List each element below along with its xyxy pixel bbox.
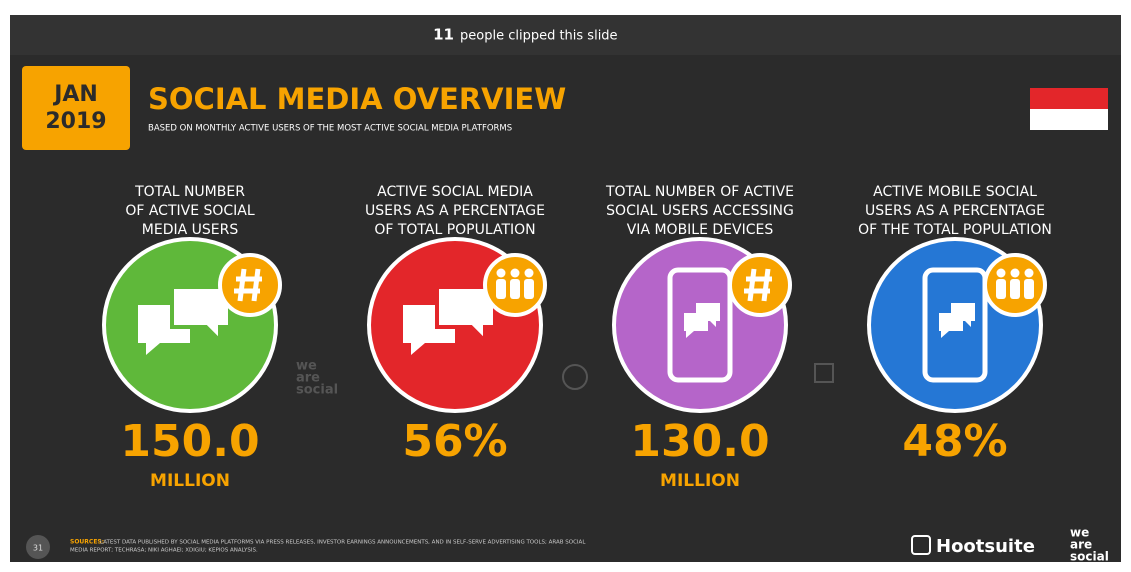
badge bbox=[728, 253, 792, 317]
watermark-icon bbox=[814, 363, 834, 383]
clip-text[interactable]: people clipped this slide bbox=[460, 29, 618, 44]
people-icon bbox=[996, 279, 1006, 299]
people-icon bbox=[1024, 268, 1034, 278]
phone-icon bbox=[667, 267, 733, 383]
stat-label: MEDIA USERS bbox=[142, 222, 239, 238]
stat-value: 56% bbox=[402, 416, 507, 467]
title: SOCIAL MEDIA OVERVIEW bbox=[148, 82, 566, 116]
stat-label: ACTIVE MOBILE SOCIAL bbox=[873, 184, 1037, 200]
people-icon bbox=[510, 279, 520, 299]
stat-unit: MILLION bbox=[150, 471, 230, 491]
hash-icon bbox=[234, 268, 262, 302]
chat-icon bbox=[939, 303, 975, 338]
stat-label: USERS AS A PERCENTAGE bbox=[365, 203, 545, 219]
stat-value: 130.0 bbox=[630, 416, 769, 467]
people-icon bbox=[524, 279, 534, 299]
flag-white bbox=[1030, 109, 1108, 130]
people-icon bbox=[1010, 268, 1020, 278]
date-badge bbox=[22, 66, 130, 150]
stat-value: 48% bbox=[902, 416, 1007, 467]
date-year: 2019 bbox=[45, 109, 106, 134]
brand2: social bbox=[1070, 550, 1109, 564]
people-icon bbox=[510, 268, 520, 278]
stat-label: OF THE TOTAL POPULATION bbox=[858, 222, 1052, 238]
watermark-text: social bbox=[296, 383, 338, 398]
people-icon bbox=[524, 268, 534, 278]
brand2: are bbox=[1070, 538, 1092, 552]
people-icon bbox=[496, 268, 506, 278]
clip-count[interactable]: 11 bbox=[433, 26, 454, 44]
hootsuite-logo bbox=[911, 535, 931, 555]
watermark-text: are bbox=[296, 371, 320, 386]
people-icon bbox=[496, 279, 506, 299]
stat-label: OF TOTAL POPULATION bbox=[374, 222, 535, 238]
people-icon bbox=[1010, 279, 1020, 299]
flag-red bbox=[1030, 88, 1108, 109]
brand2: we bbox=[1070, 526, 1089, 540]
stat-label: TOTAL NUMBER OF ACTIVE bbox=[605, 184, 794, 200]
phone-icon bbox=[922, 267, 988, 383]
source-text: LATEST DATA PUBLISHED BY SOCIAL MEDIA PL… bbox=[100, 540, 586, 546]
chat-icon bbox=[684, 303, 720, 338]
people-icon bbox=[996, 268, 1006, 278]
watermark: we are social bbox=[296, 359, 338, 398]
stat-label: TOTAL NUMBER bbox=[134, 184, 245, 200]
stat-label: ACTIVE SOCIAL MEDIA bbox=[377, 184, 533, 200]
page-badge bbox=[26, 535, 50, 559]
hash-icon bbox=[744, 268, 772, 302]
date-month: JAN bbox=[52, 82, 98, 107]
stat-label: VIA MOBILE DEVICES bbox=[627, 222, 774, 238]
badge bbox=[218, 253, 282, 317]
source-text: MEDIA REPORT; TECHRASA; NIKI AGHAEI; XDI… bbox=[70, 548, 258, 554]
stat-label: USERS AS A PERCENTAGE bbox=[865, 203, 1045, 219]
stat-label: SOCIAL USERS ACCESSING bbox=[606, 203, 794, 219]
stat-label: OF ACTIVE SOCIAL bbox=[125, 203, 255, 219]
subtitle: BASED ON MONTHLY ACTIVE USERS OF THE MOS… bbox=[148, 124, 512, 134]
watermark-text: we bbox=[296, 359, 317, 374]
brand: Hootsuite bbox=[936, 536, 1035, 557]
people-icon bbox=[1024, 279, 1034, 299]
stat-unit: MILLION bbox=[660, 471, 740, 491]
source-label: SOURCES: bbox=[70, 539, 104, 546]
page-number: 31 bbox=[33, 544, 43, 553]
top-bar bbox=[10, 15, 1121, 55]
stat-value: 150.0 bbox=[120, 416, 259, 467]
watermark-icon bbox=[562, 364, 588, 390]
